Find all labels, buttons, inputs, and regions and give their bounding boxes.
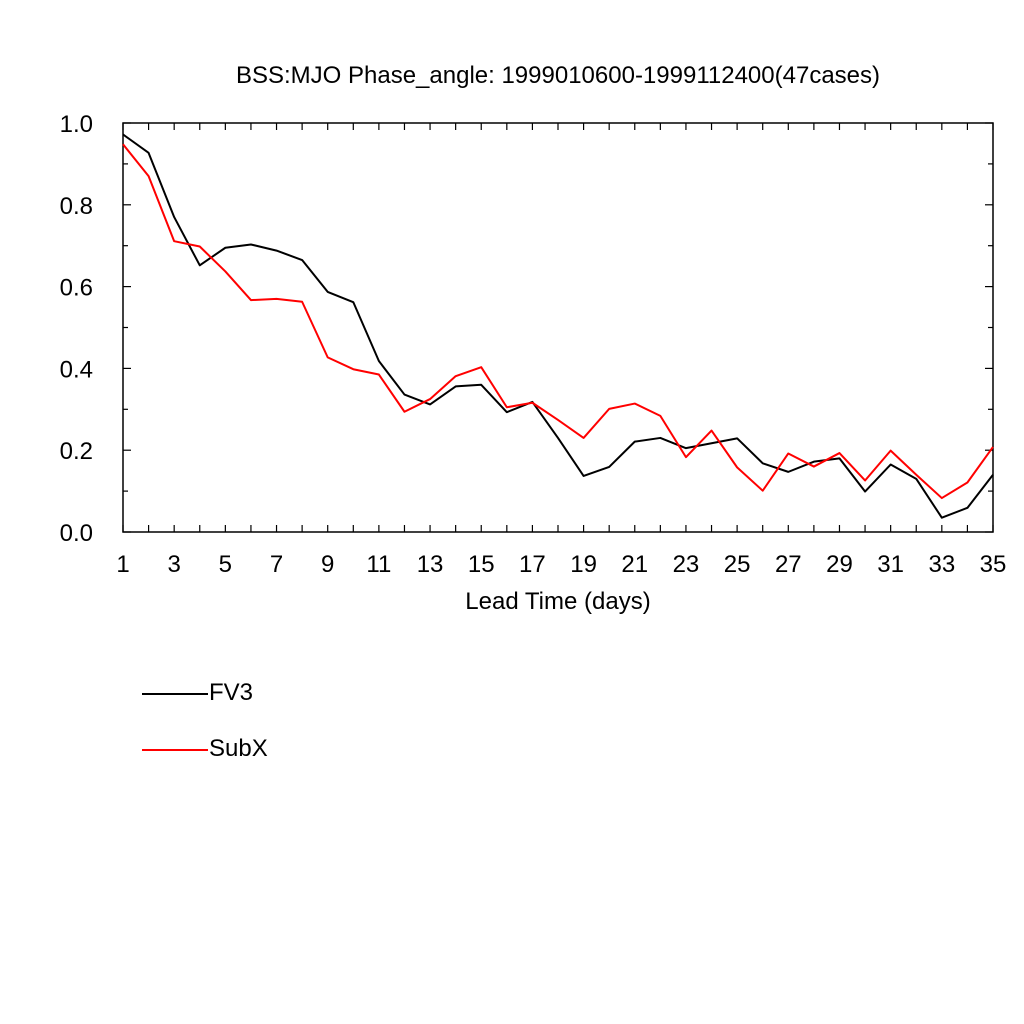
series-lines [122,133,994,519]
series-line-subx [122,143,994,500]
legend-label-subx: SubX [209,735,268,762]
x-tick-label: 29 [826,551,853,578]
x-tick-label: 11 [366,551,391,578]
y-tick-label: 0.4 [60,356,93,383]
x-tick-label: 27 [775,551,802,578]
y-tick-label: 0.0 [60,520,93,547]
y-tick-label: 0.8 [60,193,93,220]
y-tick-label: 0.2 [60,438,93,465]
x-tick-label: 5 [219,551,232,578]
chart-title: BSS:MJO Phase_angle: 1999010600-19991124… [235,62,880,89]
x-tick-label: 23 [673,551,700,578]
x-tick-label: 21 [621,551,648,578]
x-tick-label: 7 [270,551,283,578]
y-tick-label: 1.0 [60,111,93,138]
y-tick-label: 0.6 [60,275,93,302]
legend-line-subx [142,749,208,751]
x-tick-label: 25 [724,551,751,578]
legend-label-fv3: FV3 [209,679,254,706]
series-line-fv3 [122,133,994,519]
x-tick-label: 1 [116,551,129,578]
x-axis-label: Lead Time (days) [465,588,651,615]
x-tick-label: 15 [468,551,495,578]
axis-tick-labels: 1 3 5 7 9 11 13 15 17 19 21 23 25 27 29 31 33 350.00.20.4… [60,111,1007,578]
x-tick-label: 33 [928,551,955,578]
x-tick-label: 17 [519,551,546,578]
plot-frame [122,122,994,533]
axis-ticks [122,122,994,533]
x-tick-label: 31 [877,551,904,578]
x-tick-label: 3 [167,551,180,578]
x-tick-label: 13 [417,551,444,578]
legend-line-fv3 [142,693,208,695]
x-tick-label: 19 [570,551,597,578]
x-tick-label: 35 [980,551,1007,578]
x-tick-label: 9 [321,551,334,578]
